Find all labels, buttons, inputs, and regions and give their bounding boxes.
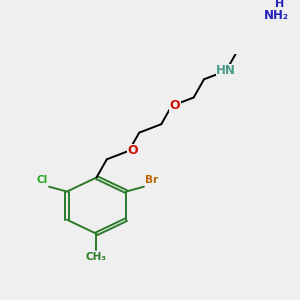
Text: HN: HN — [216, 64, 236, 77]
Text: O: O — [127, 144, 138, 157]
Text: NH₂: NH₂ — [264, 9, 289, 22]
Text: Cl: Cl — [36, 176, 48, 185]
Text: CH₃: CH₃ — [86, 252, 107, 262]
Text: H: H — [274, 0, 284, 9]
Text: Br: Br — [146, 176, 158, 185]
Text: O: O — [170, 100, 181, 112]
